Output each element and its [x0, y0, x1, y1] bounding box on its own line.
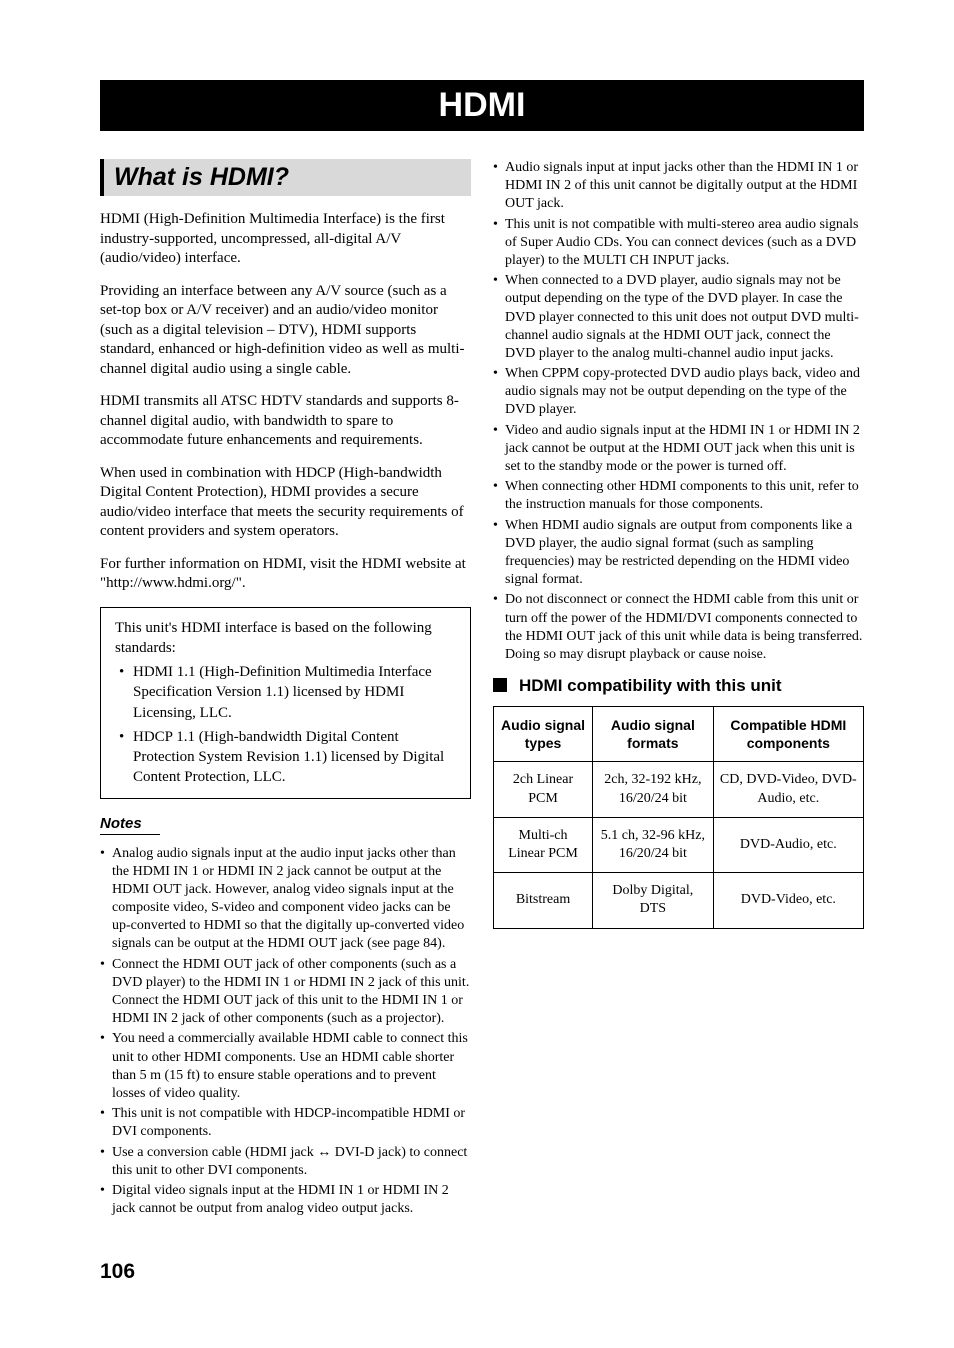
- paragraph: HDMI transmits all ATSC HDTV standards a…: [100, 392, 471, 451]
- notes-list-left: Analog audio signals input at the audio …: [100, 845, 471, 1219]
- standards-item: HDCP 1.1 (High-bandwidth Digital Content…: [115, 727, 456, 788]
- table-cell: Multi-ch Linear PCM: [494, 817, 593, 872]
- note-item: When connecting other HDMI components to…: [493, 478, 864, 514]
- compat-heading: HDMI compatibility with this unit: [493, 676, 864, 696]
- table-cell: DVD-Audio, etc.: [713, 817, 863, 872]
- table-cell: Bitstream: [494, 873, 593, 928]
- table-cell: 2ch Linear PCM: [494, 762, 593, 817]
- table-cell: 2ch, 32-192 kHz, 16/20/24 bit: [593, 762, 714, 817]
- table-cell: DVD-Video, etc.: [713, 873, 863, 928]
- table-row: Multi-ch Linear PCM 5.1 ch, 32-96 kHz, 1…: [494, 817, 864, 872]
- note-item: Video and audio signals input at the HDM…: [493, 422, 864, 477]
- note-item: Use a conversion cable (HDMI jack ↔ DVI-…: [100, 1144, 471, 1180]
- content-columns: What is HDMI? HDMI (High-Definition Mult…: [100, 159, 864, 1220]
- note-item: You need a commercially available HDMI c…: [100, 1030, 471, 1103]
- note-item: Do not disconnect or connect the HDMI ca…: [493, 591, 864, 664]
- table-row: 2ch Linear PCM 2ch, 32-192 kHz, 16/20/24…: [494, 762, 864, 817]
- table-row: Bitstream Dolby Digital, DTS DVD-Video, …: [494, 873, 864, 928]
- table-cell: Dolby Digital, DTS: [593, 873, 714, 928]
- note-item: When HDMI audio signals are output from …: [493, 517, 864, 590]
- compat-heading-text: HDMI compatibility with this unit: [519, 676, 782, 695]
- table-header: Compatible HDMI components: [713, 707, 863, 762]
- table-header: Audio signal types: [494, 707, 593, 762]
- title-banner: HDMI: [100, 80, 864, 131]
- note-item: Digital video signals input at the HDMI …: [100, 1182, 471, 1218]
- square-bullet-icon: [493, 678, 507, 692]
- right-column: Audio signals input at input jacks other…: [493, 159, 864, 1220]
- table-cell: CD, DVD-Video, DVD-Audio, etc.: [713, 762, 863, 817]
- note-item: When CPPM copy-protected DVD audio plays…: [493, 365, 864, 420]
- paragraph: When used in combination with HDCP (High…: [100, 464, 471, 542]
- page-number: 106: [100, 1260, 864, 1284]
- standards-box: This unit's HDMI interface is based on t…: [100, 607, 471, 799]
- table-cell: 5.1 ch, 32-96 kHz, 16/20/24 bit: [593, 817, 714, 872]
- note-item: Connect the HDMI OUT jack of other compo…: [100, 956, 471, 1029]
- compat-table: Audio signal types Audio signal formats …: [493, 706, 864, 929]
- note-item: When connected to a DVD player, audio si…: [493, 272, 864, 363]
- note-item: Audio signals input at input jacks other…: [493, 159, 864, 214]
- note-item: This unit is not compatible with multi-s…: [493, 216, 864, 271]
- table-header: Audio signal formats: [593, 707, 714, 762]
- notes-heading: Notes: [100, 815, 160, 835]
- standards-item: HDMI 1.1 (High-Definition Multimedia Int…: [115, 662, 456, 723]
- section-heading: What is HDMI?: [100, 159, 471, 196]
- paragraph: Providing an interface between any A/V s…: [100, 282, 471, 380]
- standards-intro: This unit's HDMI interface is based on t…: [115, 618, 456, 659]
- left-column: What is HDMI? HDMI (High-Definition Mult…: [100, 159, 471, 1220]
- notes-list-right: Audio signals input at input jacks other…: [493, 159, 864, 664]
- note-item: Analog audio signals input at the audio …: [100, 845, 471, 954]
- note-item: This unit is not compatible with HDCP-in…: [100, 1105, 471, 1141]
- paragraph: For further information on HDMI, visit t…: [100, 555, 471, 594]
- paragraph: HDMI (High-Definition Multimedia Interfa…: [100, 210, 471, 269]
